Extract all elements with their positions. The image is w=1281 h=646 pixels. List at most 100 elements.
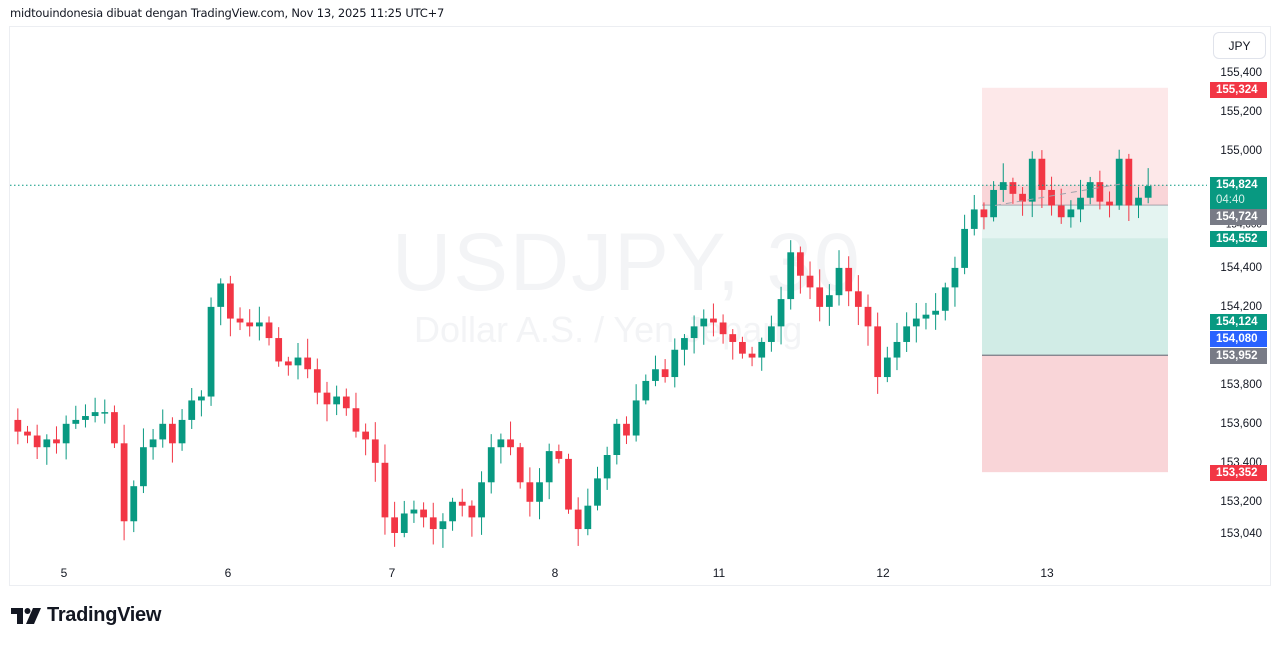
candle-body xyxy=(710,318,717,323)
candle-body xyxy=(429,517,437,530)
candle-body xyxy=(226,283,234,319)
candle-body xyxy=(323,392,331,405)
candle-body xyxy=(468,505,476,518)
candle-body xyxy=(53,439,60,444)
candle-body xyxy=(111,412,118,444)
candle-body xyxy=(652,369,659,381)
time-tick: 5 xyxy=(60,566,68,580)
candle-body xyxy=(24,431,31,436)
price-axis[interactable]: 155,400 155,200 155,000 154,400 154,200 … xyxy=(1207,27,1270,585)
candle-body xyxy=(62,423,70,444)
candle-body xyxy=(990,189,997,218)
candle-body xyxy=(169,423,176,444)
candle-body xyxy=(284,361,292,366)
candle-body xyxy=(661,369,669,378)
candle-body xyxy=(130,486,138,522)
candle-body xyxy=(941,287,949,311)
entry-badge: 154,724 xyxy=(1210,209,1267,225)
bar-countdown: 04:40 xyxy=(1216,194,1245,206)
candle-body xyxy=(487,447,495,483)
candle-body xyxy=(777,299,785,327)
target-1-badge: 154,552 xyxy=(1210,231,1267,247)
candle-body xyxy=(371,439,379,463)
candle-body xyxy=(796,252,804,276)
last-price-value: 154,824 xyxy=(1216,179,1258,191)
candle-body xyxy=(1115,158,1123,206)
candle-body xyxy=(690,326,698,339)
candle-body xyxy=(149,439,157,448)
candle-body xyxy=(507,439,514,448)
candle-body xyxy=(1048,189,1055,206)
candle-body xyxy=(1077,197,1084,210)
candle-body xyxy=(217,283,225,307)
candle-body xyxy=(362,431,370,440)
candle-body xyxy=(632,400,640,436)
candle-body xyxy=(313,369,321,393)
candle-body xyxy=(603,455,611,479)
candle-body xyxy=(381,462,389,518)
candle-body xyxy=(932,310,940,315)
time-tick: 8 xyxy=(551,566,559,580)
candle-body xyxy=(159,423,167,440)
stop-loss-bottom-badge: 153,352 xyxy=(1210,465,1267,481)
candle-body xyxy=(671,349,679,378)
long-risk-zone[interactable] xyxy=(982,355,1168,473)
time-tick: 13 xyxy=(1040,566,1054,580)
chart-plot-area[interactable] xyxy=(10,27,1207,559)
candle-body xyxy=(1009,182,1017,194)
candle-body xyxy=(912,318,920,327)
price-tick: 153,800 xyxy=(1220,379,1262,391)
candle-body xyxy=(584,505,592,530)
candle-body xyxy=(420,509,427,518)
candle-body xyxy=(265,322,273,339)
candle-body xyxy=(1135,197,1142,206)
candle-body xyxy=(342,396,350,409)
time-tick: 11 xyxy=(712,566,726,580)
candle-body xyxy=(768,326,775,342)
long-reward-zone[interactable] xyxy=(982,238,1168,356)
candle-body xyxy=(410,509,418,514)
candle-body xyxy=(835,267,843,296)
tradingview-logo-icon xyxy=(11,607,41,624)
last-price-badge: 154,824 04:40 xyxy=(1210,177,1267,209)
candle-body xyxy=(1057,205,1065,218)
candle-body xyxy=(294,357,302,366)
candle-body xyxy=(439,521,447,530)
candle-body xyxy=(613,423,621,456)
time-tick: 12 xyxy=(876,566,890,580)
price-tick: 155,200 xyxy=(1220,106,1262,118)
candlestick-chart[interactable] xyxy=(10,27,1207,559)
candle-body xyxy=(255,322,263,327)
candle-body xyxy=(91,412,99,417)
candle-body xyxy=(140,447,147,487)
time-tick: 6 xyxy=(224,566,232,580)
symbol-watermark: USDJPY, 30 xyxy=(392,217,862,308)
candle-body xyxy=(845,267,853,292)
candle-body xyxy=(961,228,968,268)
candle-body xyxy=(120,443,128,522)
candle-body xyxy=(642,380,650,401)
logo-text: TradingView xyxy=(47,604,162,626)
price-tick: 153,600 xyxy=(1220,418,1262,430)
candle-body xyxy=(497,439,505,448)
candle-body xyxy=(903,326,911,342)
currency-button[interactable]: JPY xyxy=(1213,32,1266,59)
tradingview-logo[interactable]: TradingView xyxy=(11,604,161,627)
time-tick: 7 xyxy=(388,566,396,580)
candle-body xyxy=(1038,158,1046,190)
candle-body xyxy=(207,306,215,397)
candle-body xyxy=(198,396,205,401)
candle-body xyxy=(536,482,543,502)
candle-body xyxy=(758,341,766,358)
candle-body xyxy=(883,357,891,378)
candle-body xyxy=(333,396,341,405)
stop-loss-top-badge: 155,324 xyxy=(1210,82,1267,98)
candle-body xyxy=(623,423,630,436)
blue-level-badge: 154,080 xyxy=(1210,331,1267,347)
candle-body xyxy=(729,334,737,342)
candle-body xyxy=(864,306,872,327)
candle-body xyxy=(14,419,22,432)
candle-body xyxy=(1067,209,1075,218)
price-tick: 153,040 xyxy=(1220,528,1262,540)
price-tick: 155,400 xyxy=(1220,67,1262,79)
